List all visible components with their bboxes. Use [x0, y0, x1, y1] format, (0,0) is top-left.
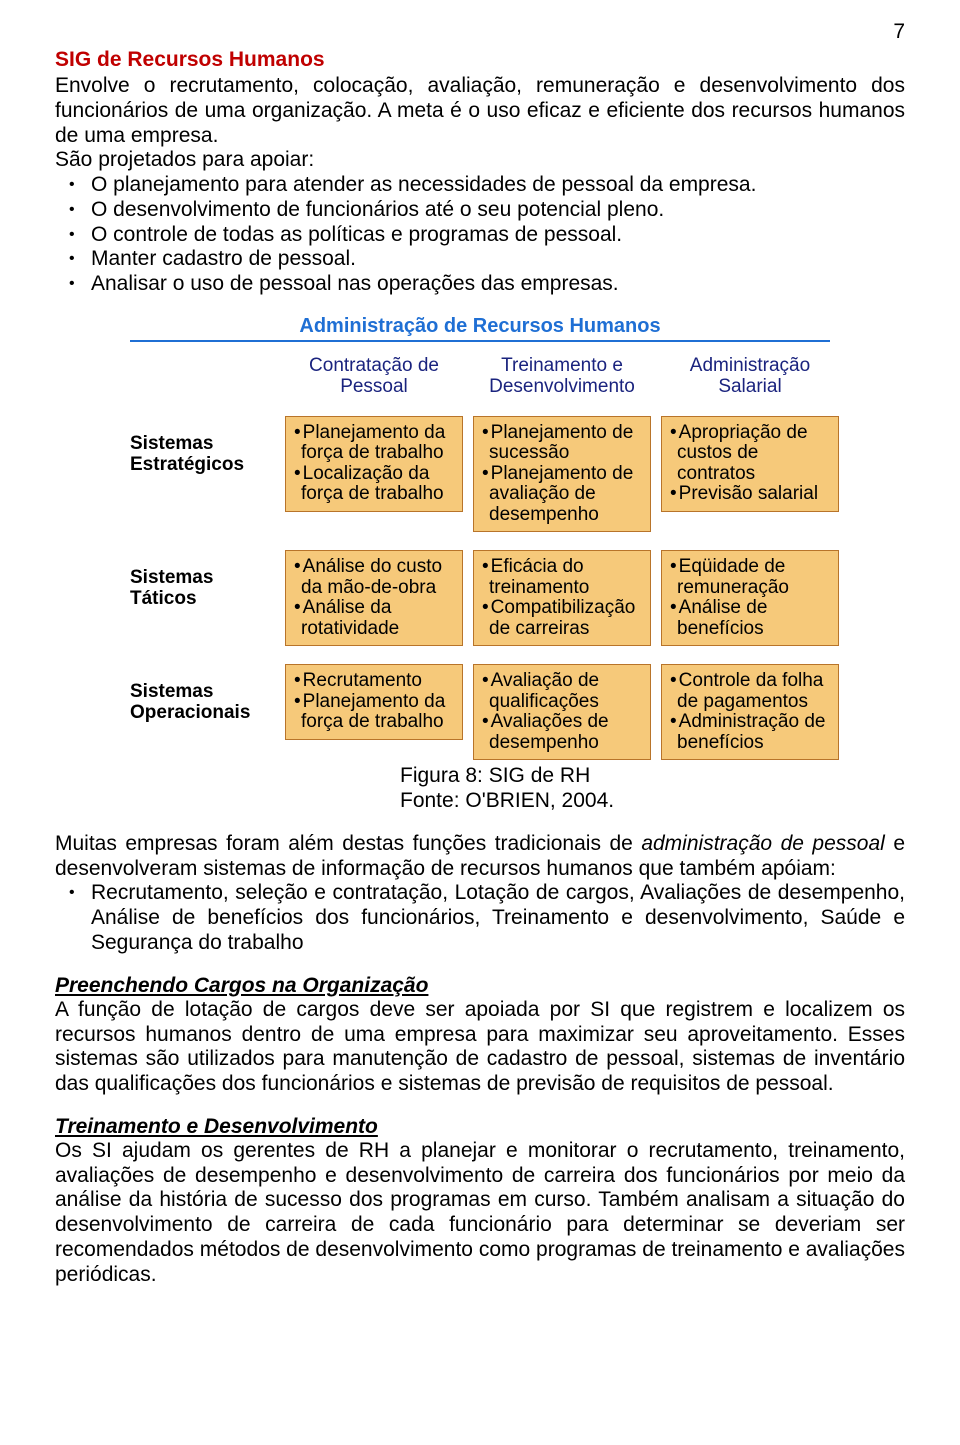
cell-item: Previsão salarial: [670, 484, 830, 505]
paragraph: Os SI ajudam os gerentes de RH a planeja…: [55, 1139, 905, 1288]
list-item: Analisar o uso de pessoal nas operações …: [55, 272, 905, 297]
col-header: Contratação de Pessoal: [285, 356, 463, 398]
list-item: Manter cadastro de pessoal.: [55, 247, 905, 272]
cell-item: Análise do custo da mão-de-obra: [294, 557, 454, 598]
cell-item: Recrutamento: [294, 671, 454, 692]
bullet-list: O planejamento para atender as necessida…: [55, 173, 905, 297]
figure-cell: Controle da folha de pagamentos Administ…: [661, 664, 839, 760]
cell-item: Análise da rotatividade: [294, 598, 454, 639]
figure-cell: Análise do custo da mão-de-obra Análise …: [285, 550, 463, 646]
caption-line: Fonte: O'BRIEN, 2004.: [400, 789, 614, 812]
caption-line: Figura 8: SIG de RH: [400, 764, 590, 787]
cell-item: Eficácia do treinamento: [482, 557, 642, 598]
col-header: Treinamento e Desenvolvimento: [473, 356, 651, 398]
cell-item: Localização da força de trabalho: [294, 464, 454, 505]
figure-grid: Contratação de Pessoal Treinamento e Des…: [130, 356, 830, 760]
cell-item: Compatibilização de carreiras: [482, 598, 642, 639]
text-run-italic: administração de pessoal: [641, 832, 884, 855]
paragraph: A função de lotação de cargos deve ser a…: [55, 998, 905, 1097]
figure-cell: Planejamento da força de trabalho Locali…: [285, 416, 463, 512]
figure-cell: Eqüidade de remuneração Análise de benef…: [661, 550, 839, 646]
cell-item: Planejamento da força de trabalho: [294, 692, 454, 733]
figure-title: Administração de Recursos Humanos: [130, 315, 830, 338]
row-label: Sistemas Táticos: [130, 550, 275, 610]
paragraph: Envolve o recrutamento, colocação, avali…: [55, 74, 905, 148]
figure-hr: [130, 340, 830, 342]
cell-item: Avaliações de desempenho: [482, 712, 642, 753]
figure-cell: Avaliação de qualificações Avaliações de…: [473, 664, 651, 760]
figure-cell: Planejamento de sucessão Planejamento de…: [473, 416, 651, 533]
bullet-list: Recrutamento, seleção e contratação, Lot…: [55, 881, 905, 955]
cell-item: Avaliação de qualificações: [482, 671, 642, 712]
cell-item: Planejamento da força de trabalho: [294, 423, 454, 464]
cell-item: Administração de benefícios: [670, 712, 830, 753]
figure-cell: Apropriação de custos de contratos Previ…: [661, 416, 839, 512]
figure-cell: Eficácia do treinamento Compatibilização…: [473, 550, 651, 646]
list-item: O planejamento para atender as necessida…: [55, 173, 905, 198]
cell-item: Planejamento de avaliação de desempenho: [482, 464, 642, 526]
page-number: 7: [55, 20, 905, 44]
cell-item: Planejamento de sucessão: [482, 423, 642, 464]
col-header: Administração Salarial: [661, 356, 839, 398]
figure-caption: Figura 8: SIG de RH Fonte: O'BRIEN, 2004…: [400, 764, 830, 814]
figure-hr-admin: Administração de Recursos Humanos Contra…: [130, 315, 830, 814]
figure-cell: Recrutamento Planejamento da força de tr…: [285, 664, 463, 740]
cell-item: Eqüidade de remuneração: [670, 557, 830, 598]
paragraph: Muitas empresas foram além destas funçõe…: [55, 832, 905, 882]
cell-item: Apropriação de custos de contratos: [670, 423, 830, 485]
list-item: O controle de todas as políticas e progr…: [55, 223, 905, 248]
text-run: Muitas empresas foram além destas funçõe…: [55, 832, 641, 855]
row-label: Sistemas Estratégicos: [130, 416, 275, 476]
section-title-sig-rh: SIG de Recursos Humanos: [55, 48, 905, 72]
list-item: O desenvolvimento de funcionários até o …: [55, 198, 905, 223]
cell-item: Controle da folha de pagamentos: [670, 671, 830, 712]
paragraph-intro: São projetados para apoiar:: [55, 148, 905, 173]
subheading-preenchendo: Preenchendo Cargos na Organização: [55, 974, 905, 998]
row-label: Sistemas Operacionais: [130, 664, 275, 724]
list-item: Recrutamento, seleção e contratação, Lot…: [55, 881, 905, 955]
subheading-treinamento: Treinamento e Desenvolvimento: [55, 1115, 905, 1139]
cell-item: Análise de benefícios: [670, 598, 830, 639]
